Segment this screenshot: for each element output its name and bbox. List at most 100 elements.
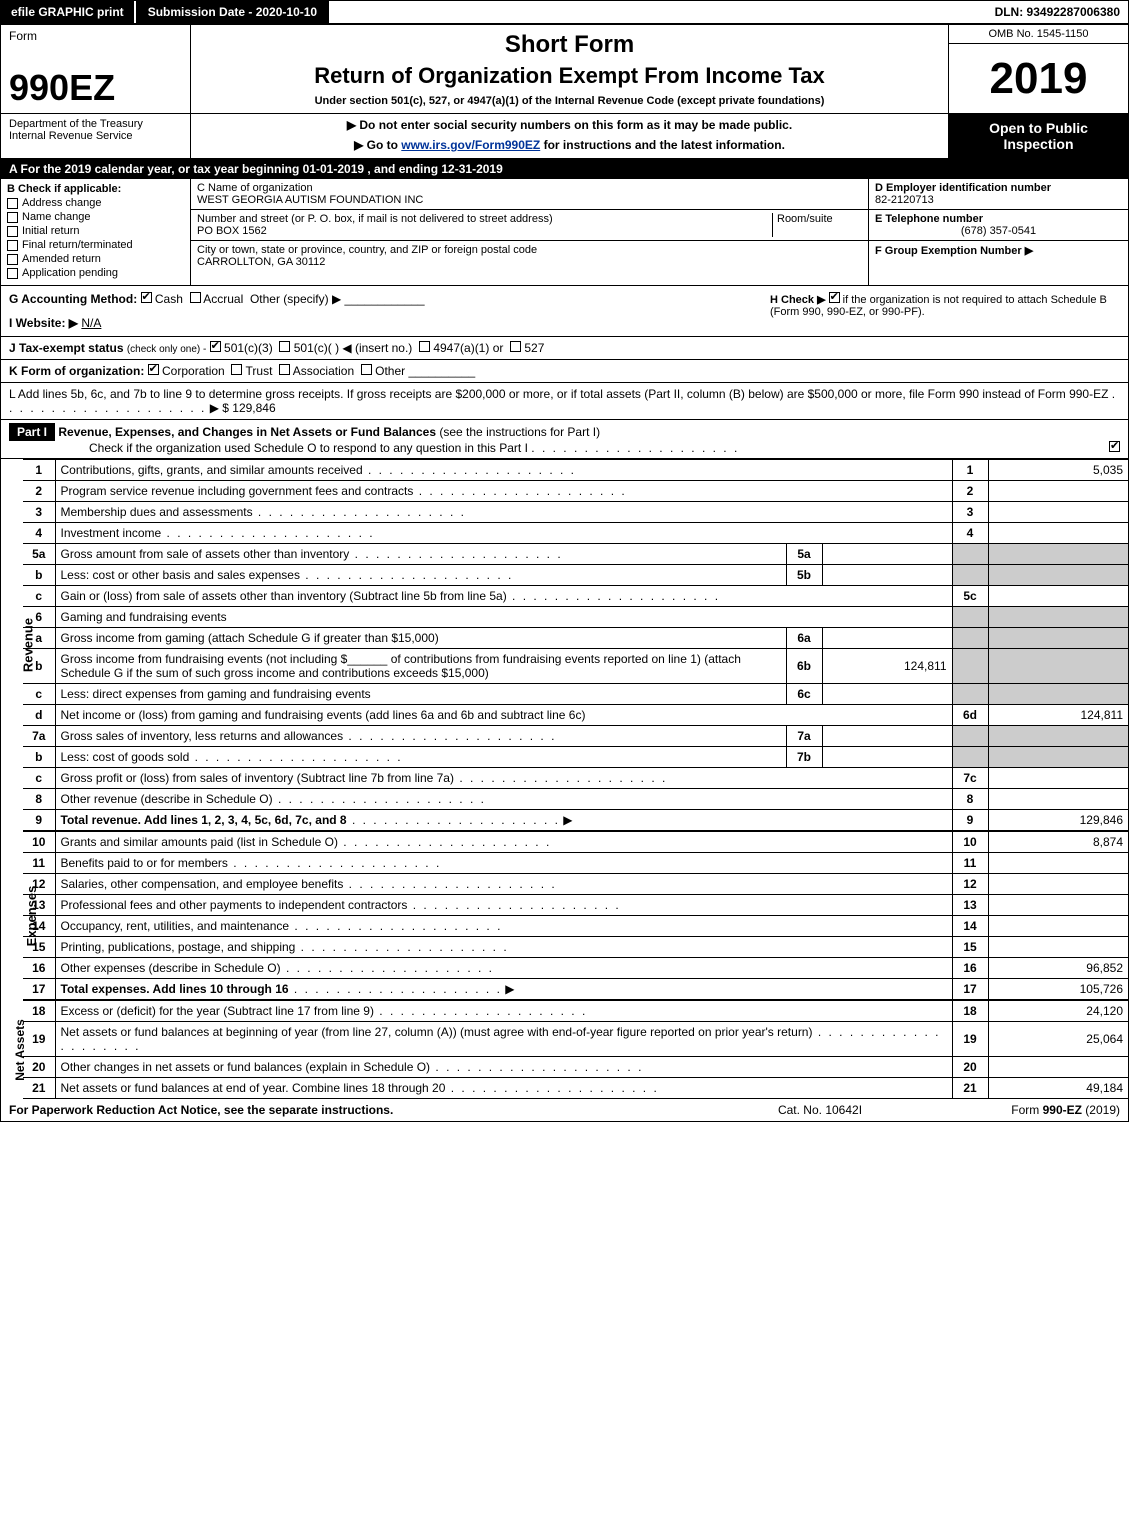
line-5b-sub: 5b (786, 565, 822, 586)
line-20: 20Other changes in net assets or fund ba… (23, 1057, 1128, 1078)
line-18-desc: Excess or (deficit) for the year (Subtra… (61, 1004, 374, 1018)
irs-label: Internal Revenue Service (9, 130, 133, 142)
omb-number: OMB No. 1545-1150 (949, 25, 1128, 44)
f-label: F Group Exemption Number ▶ (875, 244, 1122, 257)
g-accounting: G Accounting Method: Cash Accrual Other … (9, 292, 770, 330)
line-7a-subval (822, 726, 952, 747)
netassets-table: 18Excess or (deficit) for the year (Subt… (23, 1000, 1128, 1099)
line-7c-amt (988, 768, 1128, 789)
tax-year: 2019 (949, 44, 1128, 113)
chk-corp[interactable] (148, 364, 159, 375)
row-k: K Form of organization: Corporation Trus… (1, 360, 1128, 383)
line-6b-subval: 124,811 (822, 649, 952, 684)
chk-trust[interactable] (231, 364, 242, 375)
efile-print-button[interactable]: efile GRAPHIC print (1, 1, 136, 23)
line-5a: 5aGross amount from sale of assets other… (23, 544, 1128, 565)
l-amount: $ 129,846 (222, 401, 275, 415)
h-label: H Check ▶ (770, 294, 826, 306)
i-label: I Website: ▶ (9, 316, 78, 330)
chk-h[interactable] (829, 292, 840, 303)
line-7c-desc: Gross profit or (loss) from sales of inv… (61, 771, 454, 785)
cat-no: Cat. No. 10642I (720, 1103, 920, 1117)
chk-cash[interactable] (141, 292, 152, 303)
revenue-section: Revenue 1Contributions, gifts, grants, a… (1, 459, 1128, 831)
line-7c: cGross profit or (loss) from sales of in… (23, 768, 1128, 789)
line-3: 3Membership dues and assessments3 (23, 502, 1128, 523)
c-org-name: WEST GEORGIA AUTISM FOUNDATION INC (197, 194, 862, 206)
j-small: (check only one) - (127, 344, 206, 355)
line-7b-sub: 7b (786, 747, 822, 768)
c-name-label: C Name of organization (197, 182, 862, 194)
chk-assoc[interactable] (279, 364, 290, 375)
line-17-amt: 105,726 (988, 979, 1128, 1000)
line-8: 8Other revenue (describe in Schedule O)8 (23, 789, 1128, 810)
line-16-desc: Other expenses (describe in Schedule O) (61, 961, 281, 975)
row-gh: G Accounting Method: Cash Accrual Other … (1, 286, 1128, 337)
line-6a-subval (822, 628, 952, 649)
goto-pre: Go to (367, 138, 402, 152)
chk-4947[interactable] (419, 341, 430, 352)
under-section: Under section 501(c), 527, or 4947(a)(1)… (201, 95, 938, 107)
line-5a-sub: 5a (786, 544, 822, 565)
line-6c-sub: 6c (786, 684, 822, 705)
chk-other-org[interactable] (361, 364, 372, 375)
line-10-desc: Grants and similar amounts paid (list in… (61, 835, 338, 849)
g-accrual: Accrual (203, 292, 243, 306)
g-cash: Cash (155, 292, 183, 306)
k-trust: Trust (246, 364, 273, 378)
j-501c: 501(c)( ) ◀ (insert no.) (294, 341, 413, 355)
chk-501c3[interactable] (210, 341, 221, 352)
j-501c3: 501(c)(3) (224, 341, 273, 355)
row-l: L Add lines 5b, 6c, and 7b to line 9 to … (1, 383, 1128, 420)
line-11-amt (988, 853, 1128, 874)
line-3-amt (988, 502, 1128, 523)
col-c-org: C Name of organization WEST GEORGIA AUTI… (191, 179, 868, 285)
chk-schedule-o[interactable] (1109, 441, 1120, 452)
c-city-label: City or town, state or province, country… (197, 244, 862, 256)
chk-initial-return[interactable] (7, 226, 18, 237)
top-bar: efile GRAPHIC print Submission Date - 20… (1, 1, 1128, 25)
k-corp: Corporation (162, 364, 225, 378)
chk-accrual[interactable] (190, 292, 201, 303)
line-5b-subval (822, 565, 952, 586)
line-17: 17Total expenses. Add lines 10 through 1… (23, 979, 1128, 1000)
org-info-block: B Check if applicable: Address change Na… (1, 179, 1128, 286)
chk-address-change[interactable] (7, 198, 18, 209)
instructions-block: Do not enter social security numbers on … (191, 114, 948, 158)
line-8-desc: Other revenue (describe in Schedule O) (61, 792, 273, 806)
e-label: E Telephone number (875, 213, 1122, 225)
line-6c-desc: Less: direct expenses from gaming and fu… (61, 687, 371, 701)
chk-amended[interactable] (7, 254, 18, 265)
revenue-vlabel: Revenue (21, 618, 36, 672)
line-1-desc: Contributions, gifts, grants, and simila… (61, 463, 363, 477)
g-label: G Accounting Method: (9, 292, 137, 306)
dept-treasury: Department of the Treasury Internal Reve… (1, 114, 191, 158)
line-20-amt (988, 1057, 1128, 1078)
chk-app-pending[interactable] (7, 268, 18, 279)
chk-final-return[interactable] (7, 240, 18, 251)
line-21-amt: 49,184 (988, 1078, 1128, 1099)
line-13-desc: Professional fees and other payments to … (61, 898, 408, 912)
line-6: 6Gaming and fundraising events (23, 607, 1128, 628)
line-6-desc: Gaming and fundraising events (55, 607, 952, 628)
pra-notice: For Paperwork Reduction Act Notice, see … (9, 1103, 720, 1117)
line-9: 9Total revenue. Add lines 1, 2, 3, 4, 5c… (23, 810, 1128, 831)
page-footer: For Paperwork Reduction Act Notice, see … (1, 1099, 1128, 1121)
e-phone: (678) 357-0541 (875, 225, 1122, 237)
part1-instr: (see the instructions for Part I) (439, 425, 600, 439)
line-15-desc: Printing, publications, postage, and shi… (61, 940, 296, 954)
line-4-amt (988, 523, 1128, 544)
chk-501c[interactable] (279, 341, 290, 352)
col-b-check: B Check if applicable: Address change Na… (1, 179, 191, 285)
chk-name-change[interactable] (7, 212, 18, 223)
line-19-amt: 25,064 (988, 1022, 1128, 1057)
line-10: 10Grants and similar amounts paid (list … (23, 832, 1128, 853)
line-20-desc: Other changes in net assets or fund bala… (61, 1060, 431, 1074)
line-6c-subval (822, 684, 952, 705)
opt-address-change: Address change (22, 197, 102, 209)
opt-app-pending: Application pending (22, 267, 118, 279)
chk-527[interactable] (510, 341, 521, 352)
line-1-amt: 5,035 (988, 460, 1128, 481)
line-14-desc: Occupancy, rent, utilities, and maintena… (61, 919, 290, 933)
irs-link[interactable]: www.irs.gov/Form990EZ (401, 138, 540, 152)
